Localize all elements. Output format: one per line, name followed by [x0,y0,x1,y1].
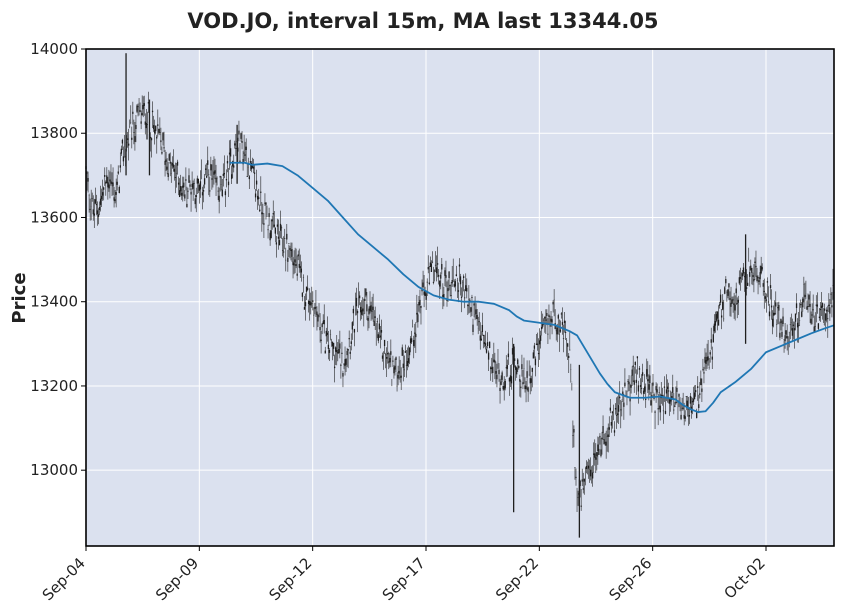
y-tick-label: 13200 [30,377,78,395]
x-axis-ticks: Sep-04 Sep-09 Sep-12 Sep-17 Sep-22 Sep-26 Oct-… [39,546,769,604]
y-tick-label: 13000 [30,461,78,479]
x-tick-label: Oct-02 [720,554,768,602]
plot-area [86,49,834,546]
y-tick-label: 13800 [30,124,78,142]
y-axis-ticks: 13000 13200 13400 13600 13800 14000 [30,40,86,479]
x-tick-label: Sep-04 [39,554,89,604]
y-axis-label: Price [9,272,30,323]
x-tick-label: Sep-22 [492,554,542,604]
plot-frame [85,48,835,547]
x-tick-label: Sep-17 [379,554,429,604]
moving-average-line [229,161,835,413]
x-tick-label: Sep-26 [605,554,655,604]
moving-average [229,161,835,413]
chart-title: VOD.JO, interval 15m, MA last 13344.05 [187,9,658,33]
y-tick-label: 13600 [30,208,78,226]
y-tick-label: 13400 [30,293,78,311]
x-tick-label: Sep-12 [265,554,315,604]
candles [85,53,835,538]
x-tick-label: Sep-09 [152,554,202,604]
y-tick-label: 14000 [30,40,78,58]
